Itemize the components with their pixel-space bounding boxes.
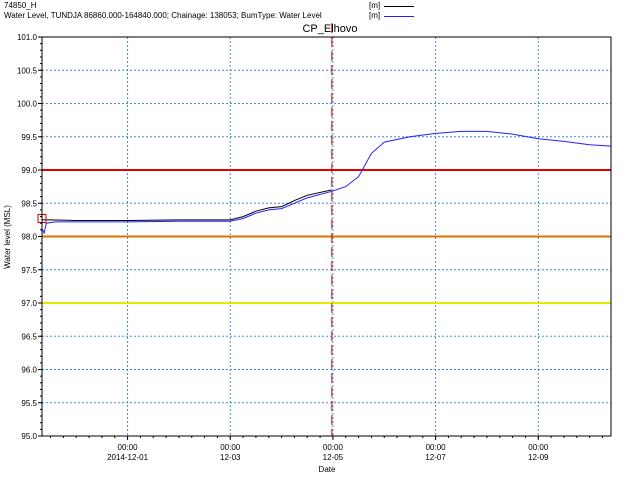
y-tick-label: 96.0 bbox=[21, 366, 37, 375]
y-tick-label: 99.5 bbox=[21, 133, 37, 142]
y-tick-label: 101.0 bbox=[17, 33, 38, 42]
y-tick-label: 100.0 bbox=[17, 100, 38, 109]
y-tick-label: 97.0 bbox=[21, 299, 37, 308]
legend-entry-2-label: Water Level, TUNDJA 86860.000-164840.000… bbox=[4, 11, 322, 20]
x-tick-time-label: 00:00 bbox=[220, 443, 241, 452]
y-tick-label: 95.5 bbox=[21, 399, 37, 408]
x-tick-date-label: 12-09 bbox=[528, 453, 549, 462]
x-tick-date-label: 12-03 bbox=[220, 453, 241, 462]
x-tick-time-label: 00:00 bbox=[323, 443, 344, 452]
x-tick-time-label: 00:00 bbox=[118, 443, 139, 452]
x-tick-date-label: 12-05 bbox=[323, 453, 344, 462]
legend-entry-2-unit: [m] bbox=[369, 11, 381, 20]
legend-entry-1-swatch bbox=[384, 6, 414, 7]
x-tick-time-label: 00:00 bbox=[528, 443, 549, 452]
x-tick-date-label: 12-07 bbox=[425, 453, 446, 462]
plot-frame bbox=[41, 36, 612, 437]
y-tick-label: 98.5 bbox=[21, 199, 37, 208]
x-axis-label: Date bbox=[319, 465, 336, 474]
series-line-1 bbox=[42, 189, 332, 221]
series-line-2 bbox=[41, 130, 612, 235]
legend-entry-2-swatch bbox=[384, 16, 414, 17]
y-tick-label: 97.5 bbox=[21, 266, 37, 275]
legend-entry-1-unit: [m] bbox=[369, 1, 381, 10]
legend-entry-1-label: 74850_H bbox=[4, 1, 37, 10]
y-tick-label: 96.5 bbox=[21, 332, 37, 341]
y-tick-label: 95.0 bbox=[21, 432, 37, 441]
y-axis-label: Water level (MSL) bbox=[3, 205, 12, 269]
x-tick-time-label: 00:00 bbox=[426, 443, 447, 452]
y-tick-label: 99.0 bbox=[21, 166, 37, 175]
y-tick-label: 100.5 bbox=[17, 66, 38, 75]
chart-title: CP_Elhovo bbox=[302, 23, 357, 35]
x-tick-date-label: 2014-12-01 bbox=[107, 453, 148, 462]
y-tick-label: 98.0 bbox=[21, 233, 37, 242]
